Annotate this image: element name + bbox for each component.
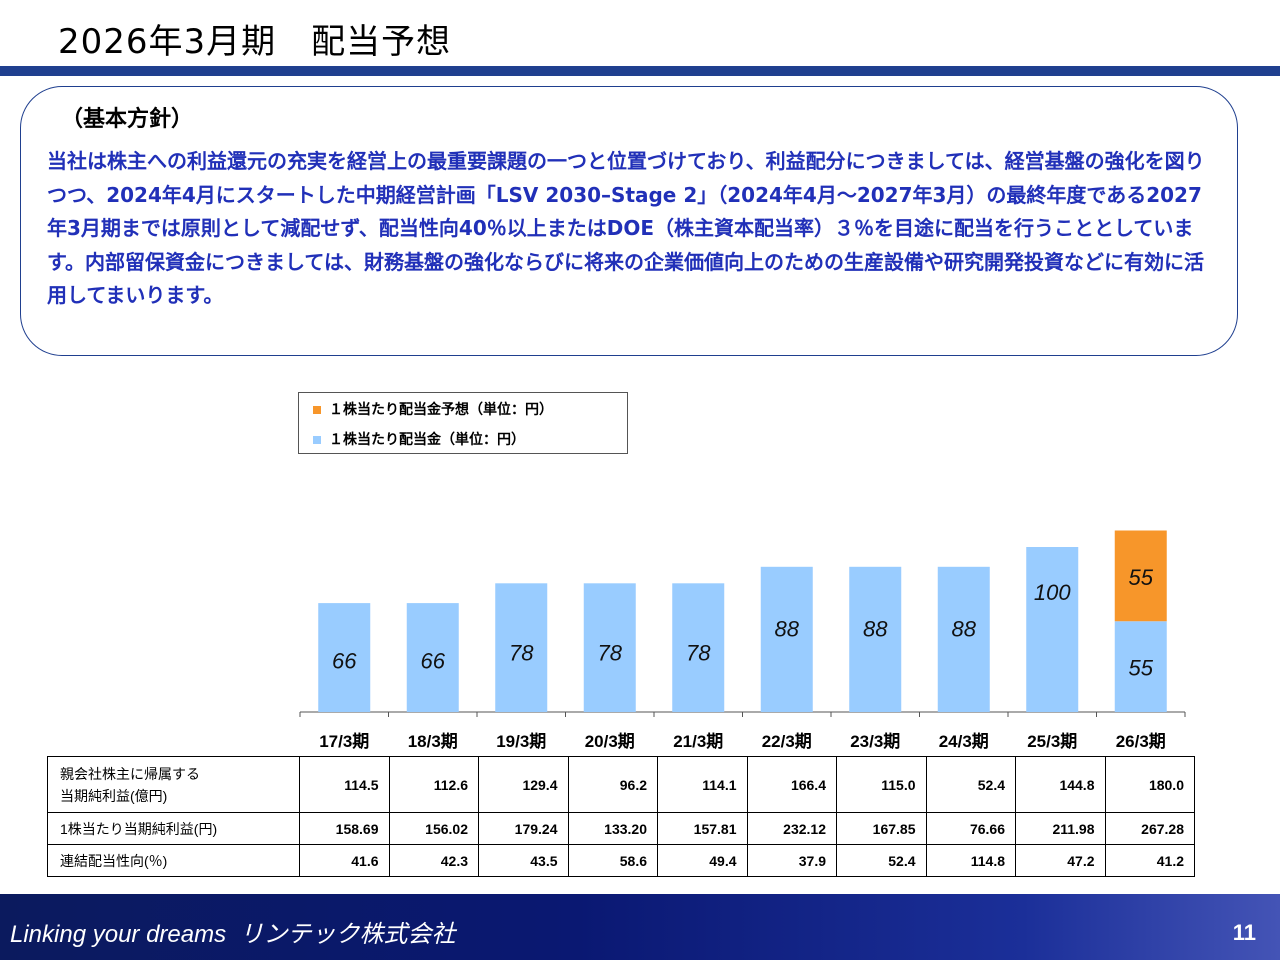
table-row: 連結配当性向(％) 41.6 42.3 43.5 58.6 49.4 37.9 52.4 114… — [47, 844, 1195, 877]
legend-item-actual: １株当たり配当金（単位：円） — [313, 429, 525, 449]
data-label: 66 — [332, 648, 357, 673]
bar-dividend — [1114, 621, 1167, 712]
x-tick-label: 26/3期 — [1116, 732, 1166, 751]
title-underline-bar — [0, 66, 1280, 76]
bar-dividend — [1026, 547, 1079, 712]
table-cell: 156.02 — [388, 812, 479, 845]
bar-dividend — [937, 566, 990, 712]
x-tick-label: 24/3期 — [939, 732, 989, 751]
bar-dividend — [318, 603, 371, 712]
table-cell: 47.2 — [1015, 844, 1106, 877]
table-cell: 157.81 — [657, 812, 748, 845]
table-cell: 144.8 — [1015, 756, 1106, 813]
data-label: 88 — [863, 616, 888, 641]
table-cell: 41.2 — [1104, 844, 1195, 877]
legend-swatch-forecast — [313, 406, 321, 414]
data-label: 100 — [1034, 580, 1071, 605]
data-label: 55 — [1129, 656, 1154, 681]
x-tick-label: 20/3期 — [585, 732, 635, 751]
row-label-line: 1株当たり当期純利益(円) — [60, 820, 218, 837]
policy-heading: （基本方針） — [61, 107, 194, 132]
legend-item-forecast: １株当たり配当金予想（単位：円） — [313, 399, 553, 419]
row-label-line: 親会社株主に帰属する — [60, 765, 200, 782]
row-label-line: 連結配当性向(％) — [60, 852, 168, 869]
table-cell: 52.4 — [925, 756, 1016, 813]
table-cell: 133.20 — [567, 812, 658, 845]
bar-dividend — [849, 566, 902, 712]
data-label: 88 — [952, 616, 977, 641]
bar-dividend-forecast — [1114, 530, 1167, 622]
legend-label-actual: １株当たり配当金（単位：円） — [329, 432, 525, 448]
table-cell: 167.85 — [836, 812, 927, 845]
data-label: 55 — [1129, 565, 1154, 590]
data-label: 78 — [686, 641, 711, 666]
legend-swatch-actual — [313, 436, 321, 444]
bar-dividend — [406, 603, 459, 712]
page-title: 2026年3月期 配当予想 — [58, 22, 452, 62]
table-cell: 129.4 — [478, 756, 569, 813]
policy-box: （基本方針） 当社は株主への利益還元の充実を経営上の最重要課題の一つと位置づけて… — [20, 86, 1238, 356]
table-cell: 166.4 — [746, 756, 837, 813]
data-label: 78 — [509, 641, 534, 666]
x-tick-label: 17/3期 — [319, 732, 369, 751]
table-cell: 37.9 — [746, 844, 837, 877]
row-label: 1株当たり当期純利益(円) — [47, 812, 300, 845]
table-cell: 76.66 — [925, 812, 1016, 845]
table-cell: 42.3 — [388, 844, 479, 877]
table-cell: 49.4 — [657, 844, 748, 877]
row-label: 連結配当性向(％) — [47, 844, 300, 877]
table-cell: 43.5 — [478, 844, 569, 877]
x-tick-label: 25/3期 — [1027, 732, 1077, 751]
x-tick-label: 22/3期 — [762, 732, 812, 751]
table-cell: 158.69 — [299, 812, 390, 845]
data-label: 78 — [598, 641, 623, 666]
bar-dividend — [495, 583, 548, 712]
table-row: 1株当たり当期純利益(円) 158.69 156.02 179.24 133.20 157… — [47, 812, 1195, 845]
table-cell: 96.2 — [567, 756, 658, 813]
table-cell: 52.4 — [836, 844, 927, 877]
footer-bar: Linking your dreams リンテック株式会社 11 — [0, 894, 1280, 960]
row-label-line: 当期純利益(億円) — [60, 787, 168, 804]
x-tick-label: 21/3期 — [673, 732, 723, 751]
data-label: 88 — [775, 616, 800, 641]
x-tick-label: 18/3期 — [408, 732, 458, 751]
table-cell: 267.28 — [1104, 812, 1195, 845]
table-cell: 112.6 — [388, 756, 479, 813]
row-label: 親会社株主に帰属する 当期純利益(億円) — [47, 756, 300, 813]
table-cell: 232.12 — [746, 812, 837, 845]
bar-dividend — [760, 566, 813, 712]
dividend-chart: 66 17/3期 66 18/3期 78 19/3期 78 20/3期 78 21/3期 88 22/… — [299, 530, 1186, 751]
table-cell: 179.24 — [478, 812, 569, 845]
bar-dividend — [583, 583, 636, 712]
policy-text: 当社は株主への利益還元の充実を経営上の最重要課題の一つと位置づけており、利益配分… — [47, 149, 1205, 307]
table-cell: 114.1 — [657, 756, 748, 813]
chart-legend: １株当たり配当金予想（単位：円） １株当たり配当金（単位：円） — [298, 392, 628, 454]
x-tick-label: 19/3期 — [496, 732, 546, 751]
legend-label-forecast: １株当たり配当金予想（単位：円） — [329, 402, 553, 418]
table-cell: 114.5 — [299, 756, 390, 813]
table-cell: 211.98 — [1015, 812, 1106, 845]
table-cell: 41.6 — [299, 844, 390, 877]
bar-dividend — [672, 583, 725, 712]
table-cell: 58.6 — [567, 844, 658, 877]
footer-brand-logo: Linking your dreams リンテック株式会社 — [10, 921, 456, 948]
page-number: 11 — [1232, 920, 1256, 945]
table-cell: 115.0 — [836, 756, 927, 813]
financial-table: 親会社株主に帰属する 当期純利益(億円) 114.5 112.6 129.4 96.2 11… — [47, 756, 1195, 877]
table-row: 親会社株主に帰属する 当期純利益(億円) 114.5 112.6 129.4 96.2 11… — [47, 756, 1195, 813]
data-label: 66 — [421, 648, 446, 673]
table-cell: 114.8 — [925, 844, 1016, 877]
table-cell: 180.0 — [1104, 756, 1195, 813]
x-tick-label: 23/3期 — [850, 732, 900, 751]
